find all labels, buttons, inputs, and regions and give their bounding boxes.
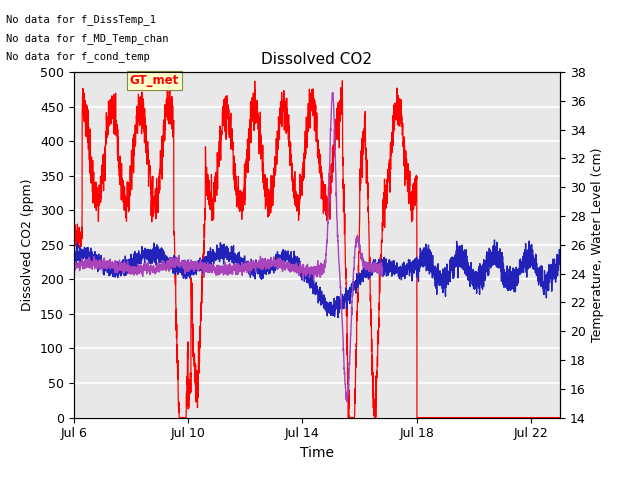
- Text: GT_met: GT_met: [129, 74, 179, 87]
- Text: No data for f_DissTemp_1: No data for f_DissTemp_1: [6, 14, 156, 25]
- Text: No data for f_cond_temp: No data for f_cond_temp: [6, 51, 150, 62]
- Y-axis label: Dissolved CO2 (ppm): Dissolved CO2 (ppm): [21, 179, 35, 311]
- Legend: DissCO2, temp_CTD, MD_Temp: DissCO2, temp_CTD, MD_Temp: [152, 476, 482, 480]
- Text: No data for f_MD_Temp_chan: No data for f_MD_Temp_chan: [6, 33, 169, 44]
- X-axis label: Time: Time: [300, 446, 334, 460]
- Title: Dissolved CO2: Dissolved CO2: [261, 52, 372, 67]
- Y-axis label: Temperature, Water Level (cm): Temperature, Water Level (cm): [591, 147, 604, 342]
